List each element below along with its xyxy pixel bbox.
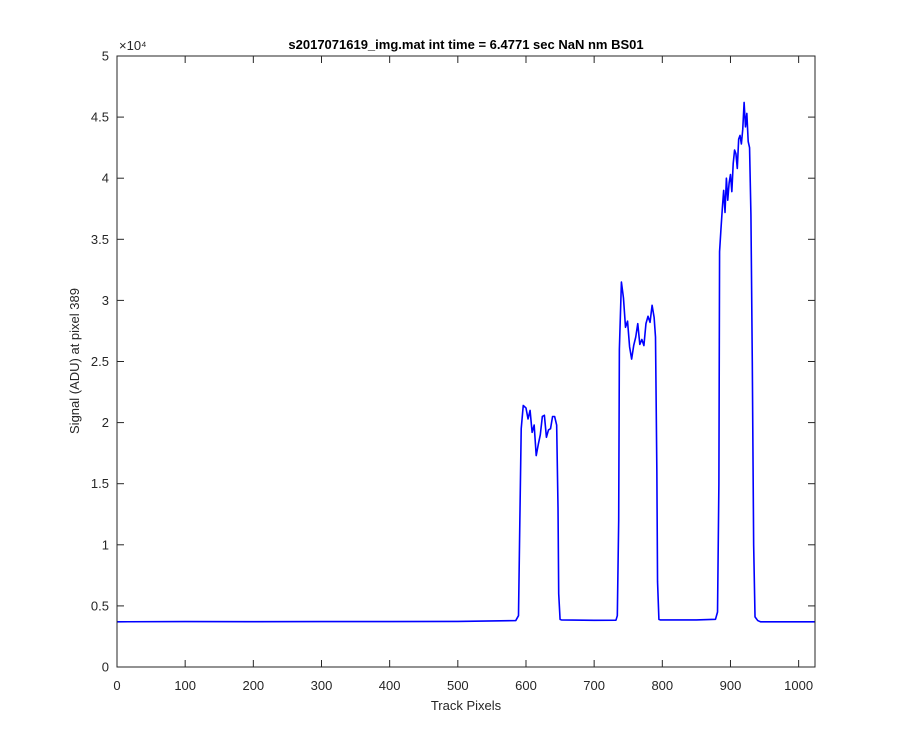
- x-tick-label: 100: [174, 678, 196, 693]
- y-tick-label: 1: [102, 537, 109, 552]
- x-tick-label: 500: [447, 678, 469, 693]
- y-tick-label: 3.5: [91, 232, 109, 247]
- y-tick-label: 0: [102, 660, 109, 675]
- y-tick-label: 4.5: [91, 110, 109, 125]
- y-tick-label: 2.5: [91, 354, 109, 369]
- chart-title: s2017071619_img.mat int time = 6.4771 se…: [288, 37, 643, 52]
- y-tick-label: 4: [102, 171, 109, 186]
- x-axis-title: Track Pixels: [431, 698, 502, 713]
- y-tick-label: 2: [102, 415, 109, 430]
- axes-layer: 0 100 200 300 400 500 600 700 800 900 1000 0 0.5 1 1.5…: [91, 49, 816, 693]
- x-tick-label: 1000: [784, 678, 813, 693]
- series-line-0: [116, 101, 815, 623]
- x-tick-label: 700: [583, 678, 605, 693]
- y-tick-label: 1.5: [91, 476, 109, 491]
- y-tick-label: 0.5: [91, 598, 109, 613]
- data-layer: [116, 101, 815, 623]
- x-tick-label: 900: [720, 678, 742, 693]
- y-axis-exponent-label: ×10⁴: [119, 38, 147, 53]
- y-tick-label: 5: [102, 49, 109, 64]
- x-tick-label: 800: [651, 678, 673, 693]
- x-tick-label: 0: [113, 678, 120, 693]
- y-tick-label: 3: [102, 293, 109, 308]
- x-tick-label: 400: [379, 678, 401, 693]
- x-tick-label: 300: [311, 678, 333, 693]
- y-axis-title: Signal (ADU) at pixel 389: [67, 288, 82, 434]
- x-tick-label: 600: [515, 678, 537, 693]
- plot-area: [117, 56, 815, 667]
- x-tick-label: 200: [242, 678, 264, 693]
